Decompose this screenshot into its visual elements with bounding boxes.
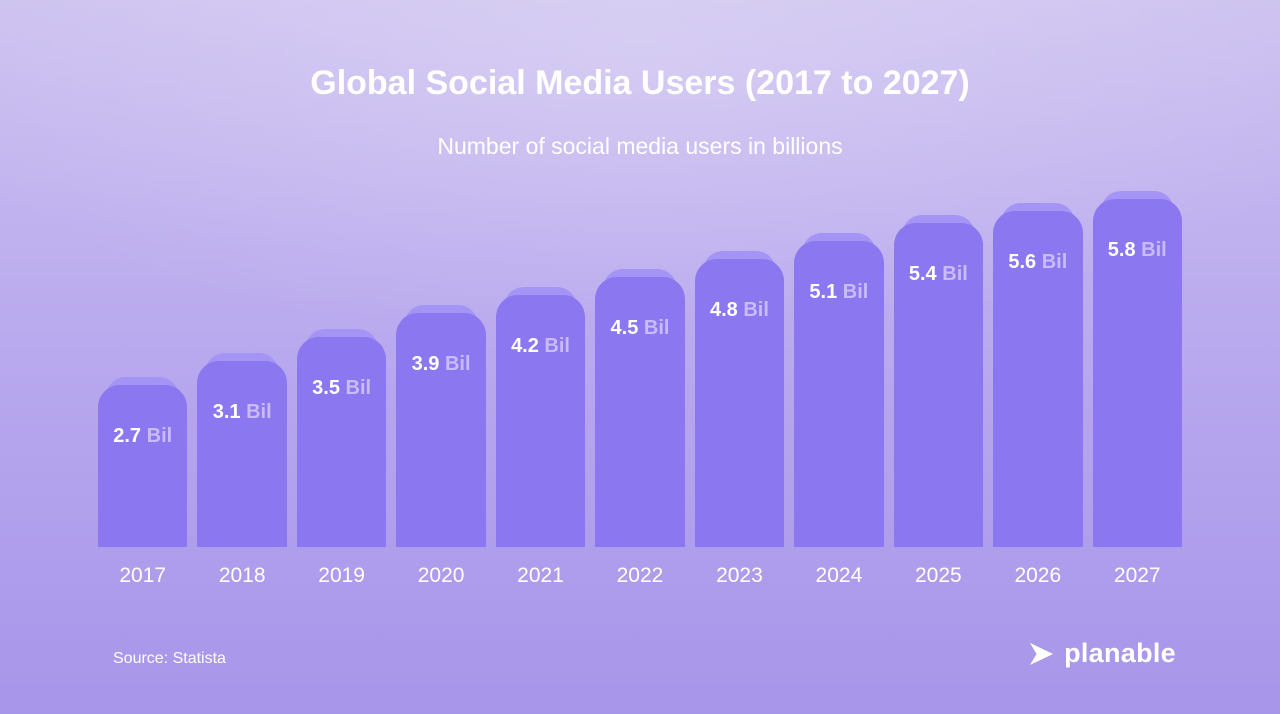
bar-value-label: 5.1 Bil [794, 281, 883, 304]
bar-value-unit: Bil [737, 299, 769, 321]
year-label: 2027 [1113, 564, 1161, 587]
bar-area: 4.8 Bil [694, 199, 785, 547]
bar-value-unit: Bil [1036, 251, 1068, 273]
bar-value-number: 4.5 [610, 317, 639, 339]
bar: 4.2 Bil [495, 295, 586, 547]
bar-value-unit: Bil [141, 425, 173, 447]
bar-value-unit: Bil [240, 401, 272, 423]
bar-column-2019: 3.5 Bil 2019 [296, 199, 387, 588]
bar-value-unit: Bil [538, 335, 570, 357]
bar-area: 4.5 Bil [595, 199, 685, 547]
planable-logo: planable [1027, 638, 1176, 669]
chart-title: Global Social Media Users (2017 to 2027) [310, 64, 970, 102]
bar-area: 3.5 Bil [296, 199, 387, 547]
year-label: 2019 [318, 564, 365, 587]
year-label: 2022 [616, 564, 664, 587]
bar-value-label: 2.7 Bil [98, 425, 187, 448]
bar-area: 5.1 Bil [794, 199, 884, 547]
bar-value-number: 5.1 [809, 281, 838, 303]
brand-name: planable [1064, 638, 1176, 668]
bar-value-number: 3.1 [212, 401, 241, 423]
bar-column-2023: 4.8 Bil 2023 [694, 199, 785, 588]
bar-value-number: 5.4 [908, 263, 937, 285]
year-label: 2025 [914, 564, 962, 587]
bar-area: 4.2 Bil [495, 199, 586, 547]
bar-value-unit: Bil [339, 377, 372, 399]
bars-row: 2.7 Bil 2017 3.1 Bil 2018 3.5 Bil 2019 3.9 Bil… [98, 191, 1182, 588]
bar-value-number: 3.5 [312, 377, 340, 399]
bar: 4.5 Bil [595, 277, 685, 547]
planable-icon [1030, 642, 1054, 665]
bar: 4.8 Bil [694, 259, 785, 547]
bar-value-unit: Bil [837, 281, 869, 303]
bar-value-label: 5.4 Bil [894, 263, 983, 286]
bar-value-label: 3.5 Bil [297, 377, 386, 400]
bar: 5.4 Bil [893, 223, 984, 547]
bar-value-number: 3.9 [411, 353, 440, 375]
bar-chart: 2.7 Bil 2017 3.1 Bil 2018 3.5 Bil 2019 3.9 Bil… [98, 191, 1182, 588]
year-label: 2017 [119, 564, 167, 587]
bar-value-label: 5.6 Bil [993, 251, 1082, 274]
bar-column-2017: 2.7 Bil 2017 [98, 199, 188, 588]
bar: 2.7 Bil [98, 385, 188, 547]
bar-column-2025: 5.4 Bil 2025 [893, 199, 984, 588]
bar: 3.5 Bil [296, 337, 387, 547]
bar-value-unit: Bil [439, 353, 471, 375]
bar: 5.1 Bil [794, 241, 884, 547]
bar-column-2024: 5.1 Bil 2024 [794, 199, 884, 588]
bar-area: 3.9 Bil [396, 199, 486, 547]
year-label: 2023 [716, 564, 763, 587]
bar-value-label: 4.2 Bil [496, 335, 585, 358]
year-label: 2026 [1014, 564, 1062, 587]
bar-value-number: 4.8 [709, 299, 738, 321]
year-label: 2018 [218, 564, 266, 587]
chart-subtitle: Number of social media users in billions [437, 133, 843, 159]
bar-value-unit: Bil [936, 263, 968, 285]
bar-column-2018: 3.1 Bil 2018 [197, 199, 287, 588]
bar-value-number: 2.7 [113, 425, 142, 447]
bar-value-number: 4.2 [511, 335, 539, 357]
bar-value-label: 3.1 Bil [197, 401, 286, 424]
bar-column-2020: 3.9 Bil 2020 [396, 199, 486, 588]
year-label: 2024 [815, 564, 863, 587]
bar-value-number: 5.6 [1008, 251, 1037, 273]
bar: 5.8 Bil [1092, 199, 1182, 547]
bar-column-2022: 4.5 Bil 2022 [595, 199, 685, 588]
bar-column-2027: 5.8 Bil 2027 [1092, 191, 1182, 588]
bar-area: 5.4 Bil [893, 199, 984, 547]
bar-column-2021: 4.2 Bil 2021 [495, 199, 586, 588]
bar-value-number: 5.8 [1107, 239, 1136, 261]
bar-value-label: 4.8 Bil [695, 299, 784, 322]
bar-area: 2.7 Bil [98, 199, 188, 547]
bar-column-2026: 5.6 Bil 2026 [993, 199, 1083, 588]
bar-value-label: 3.9 Bil [396, 353, 485, 376]
bar: 3.1 Bil [197, 361, 287, 547]
bar-value-unit: Bil [1135, 239, 1167, 261]
bar: 5.6 Bil [993, 211, 1083, 547]
bar-value-label: 4.5 Bil [595, 317, 684, 340]
year-label: 2020 [417, 564, 465, 587]
bar: 3.9 Bil [396, 313, 486, 547]
bar-value-unit: Bil [638, 317, 670, 339]
bar-area: 3.1 Bil [197, 199, 287, 547]
year-label: 2021 [517, 564, 564, 587]
bar-value-label: 5.8 Bil [1093, 239, 1182, 262]
source-label: Source: Statista [113, 650, 226, 667]
bar-area: 5.8 Bil [1092, 191, 1182, 547]
bar-area: 5.6 Bil [993, 199, 1083, 547]
